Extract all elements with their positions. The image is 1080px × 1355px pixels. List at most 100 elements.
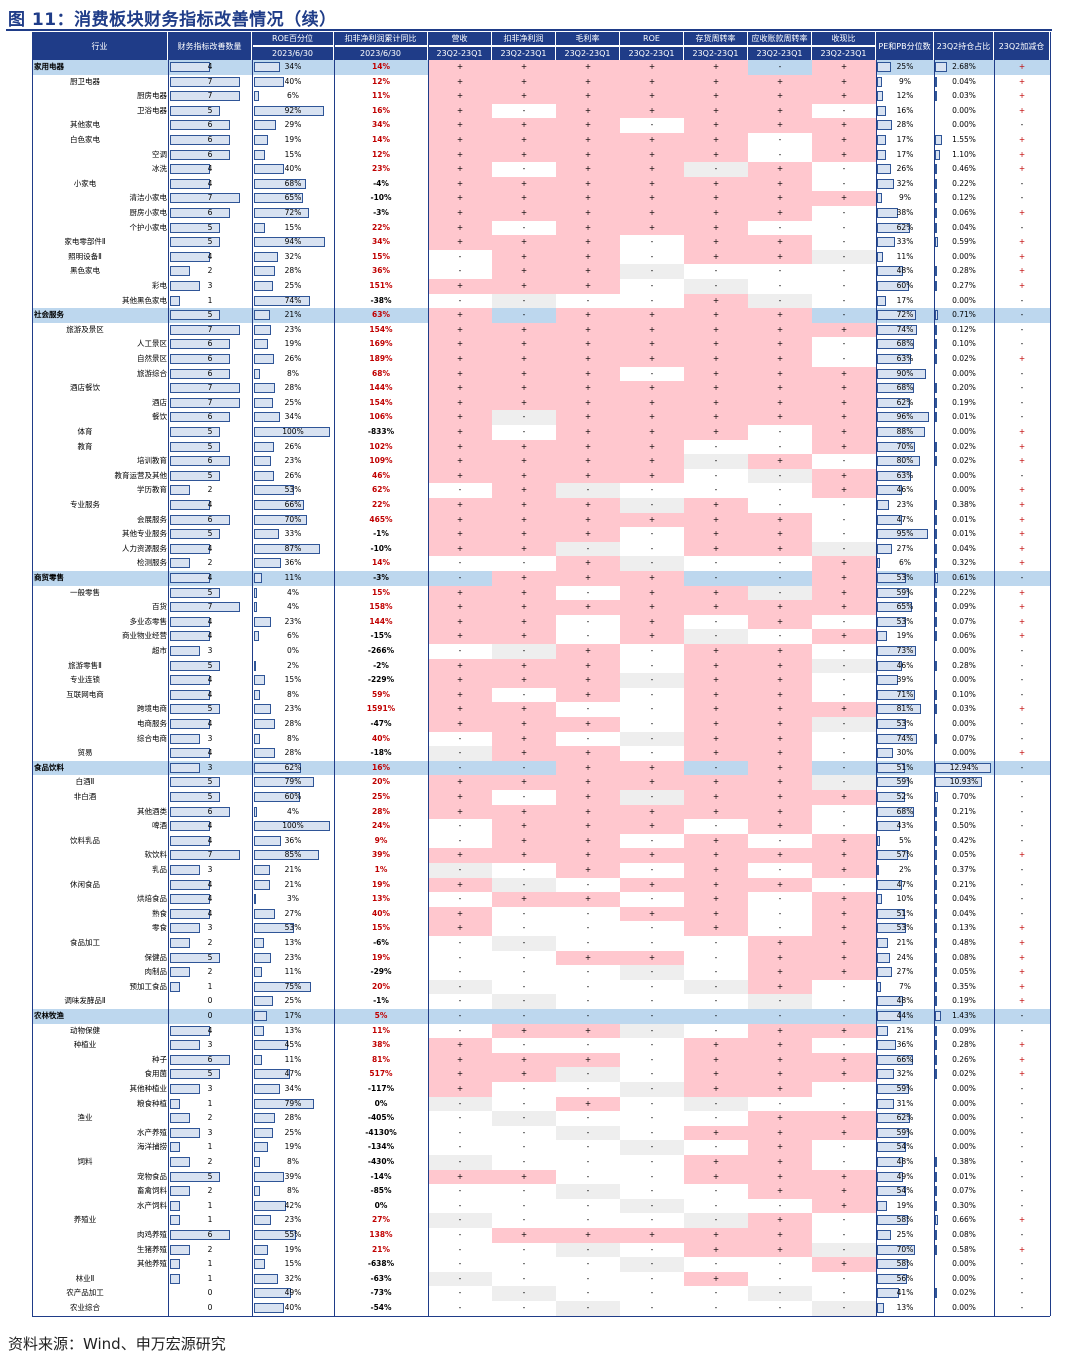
signal-cash-ratio: + (812, 381, 876, 396)
signal-net-profit: - (492, 293, 556, 309)
signal-ar-turnover: + (748, 1125, 812, 1141)
improve-count-bar (170, 1040, 200, 1051)
signal-revenue: + (428, 206, 492, 221)
signal-ar-turnover: + (748, 1038, 812, 1053)
signal-ar-turnover: - (748, 1257, 812, 1272)
np-yoy: 154% (369, 324, 393, 334)
roe-percentile: 21% (284, 310, 302, 320)
pe-pb-percentile: 5% (899, 835, 911, 845)
pe-pb-percentile: 12% (896, 91, 914, 101)
roe-percentile: 65% (284, 193, 302, 203)
pe-pb-percentile: 13% (896, 1303, 914, 1312)
roe-percentile: 26% (284, 441, 302, 451)
table-row: 啤酒 4 100% 24% - + + + - + -43% 0.50% - (32, 819, 1050, 834)
pe-pb-percentile: 96% (896, 412, 914, 422)
roe-percentile: 45% (284, 1040, 302, 1050)
improve-count-bar (170, 689, 210, 700)
signal-inventory-turnover: - (684, 1301, 748, 1316)
pe-pb-bar (877, 1288, 900, 1299)
holding-ratio: 0.00% (952, 470, 976, 480)
signal-inventory-turnover: + (684, 644, 748, 659)
improve-count-bar (170, 1244, 190, 1255)
signal-cash-ratio: + (812, 147, 876, 163)
table-row: 烘焙食品 4 3% 13% - + + - + - +10% 0.04% - (32, 892, 1050, 907)
holding-bar (935, 412, 937, 423)
roe-percentile-bar (254, 1244, 269, 1255)
improve-count: 5 (207, 704, 213, 714)
table-row: 其他养殖 1 15% -638% - - - - - - +58% 0.00% - (32, 1257, 1050, 1272)
roe-percentile-bar (254, 354, 274, 364)
roe-percentile: 19% (284, 1244, 302, 1254)
holding-change: + (1018, 543, 1026, 553)
roe-percentile-bar (254, 996, 273, 1007)
roe-percentile-bar (254, 806, 258, 817)
table-row: 人工景区 6 19% 169% + + + + + + -68% 0.10% - (32, 337, 1050, 352)
pe-pb-percentile: 90% (896, 368, 914, 378)
signal-revenue: + (428, 322, 492, 338)
table-row: 其他黑色家电 1 74% -38% - - - - + - -17% 0.00% - (32, 293, 1050, 309)
signal-gross-margin: + (556, 1052, 620, 1068)
pe-pb-bar (877, 485, 902, 496)
improve-count: 6 (207, 339, 213, 349)
pe-pb-percentile: 17% (896, 135, 914, 144)
pe-pb-bar (877, 368, 926, 379)
table-row: 肉制品 2 11% -29% - - - - - + +27% 0.05% + (32, 965, 1050, 980)
improve-count-bar (170, 748, 210, 759)
roe-percentile: 40% (284, 164, 302, 174)
np-yoy: 138% (369, 1230, 393, 1239)
signal-ar-turnover: - (748, 468, 812, 484)
signal-ar-turnover: - (748, 483, 812, 498)
signal-inventory-turnover: + (684, 89, 748, 104)
signal-cash-ratio: + (812, 1184, 876, 1199)
roe-percentile-bar (254, 719, 276, 729)
roe-percentile-bar (254, 587, 258, 598)
np-yoy: 15% (372, 251, 390, 261)
industry-name: 肉鸡养殖 (137, 1230, 167, 1239)
holding-change: - (1020, 1171, 1024, 1181)
signal-inventory-turnover: + (684, 877, 748, 893)
roe-percentile-bar (254, 821, 330, 832)
np-yoy: 40% (372, 733, 390, 743)
pe-pb-percentile: 48% (896, 266, 914, 276)
industry-name: 旅游零售Ⅱ (68, 660, 102, 670)
industry-name: 白色家电 (70, 135, 100, 144)
np-yoy: 24% (372, 821, 390, 831)
table-row: 会展服务 6 70% 465% + + + + + + -47% 0.01% + (32, 512, 1050, 528)
holding-change: - (1020, 806, 1024, 816)
np-yoy: -1% (373, 529, 389, 539)
holding-change: - (1020, 821, 1024, 831)
improve-count: 2 (207, 1157, 213, 1166)
holding-change: - (1020, 470, 1024, 480)
np-yoy: 39% (372, 850, 390, 860)
holding-change: - (1020, 1303, 1024, 1312)
pe-pb-bar (877, 850, 908, 861)
column-divider (428, 32, 429, 1316)
signal-roe: + (620, 439, 684, 455)
pe-pb-bar (877, 1098, 894, 1109)
signal-roe: - (620, 731, 684, 747)
holding-change: + (1018, 704, 1026, 714)
signal-gross-margin: - (556, 1301, 620, 1316)
signal-roe: - (620, 556, 684, 571)
pe-pb-bar (877, 208, 898, 218)
signal-roe: - (620, 1169, 684, 1185)
industry-name: 个护小家电 (129, 222, 168, 232)
table-row: 保健品 5 23% 19% - - + + - + +24% 0.08% + (32, 950, 1050, 966)
industry-name: 会展服务 (137, 514, 167, 524)
signal-net-profit: + (492, 395, 556, 411)
signal-revenue: - (428, 833, 492, 849)
holding-ratio: 0.46% (952, 164, 976, 174)
roe-percentile-bar (254, 397, 273, 408)
signal-gross-margin: - (556, 1257, 620, 1272)
improve-count: 3 (207, 762, 213, 772)
signal-roe: - (620, 1155, 684, 1170)
holding-bar (935, 193, 937, 204)
pe-pb-bar (877, 1259, 909, 1270)
improve-count-bar (170, 573, 210, 583)
pe-pb-bar (877, 792, 906, 802)
signal-net-profit: + (492, 571, 556, 586)
signal-inventory-turnover: + (684, 118, 748, 133)
table-row: 小家电 4 68% -4% + + + + + + -32% 0.22% - (32, 176, 1050, 192)
holding-bar (935, 324, 937, 335)
signal-revenue: + (428, 906, 492, 922)
